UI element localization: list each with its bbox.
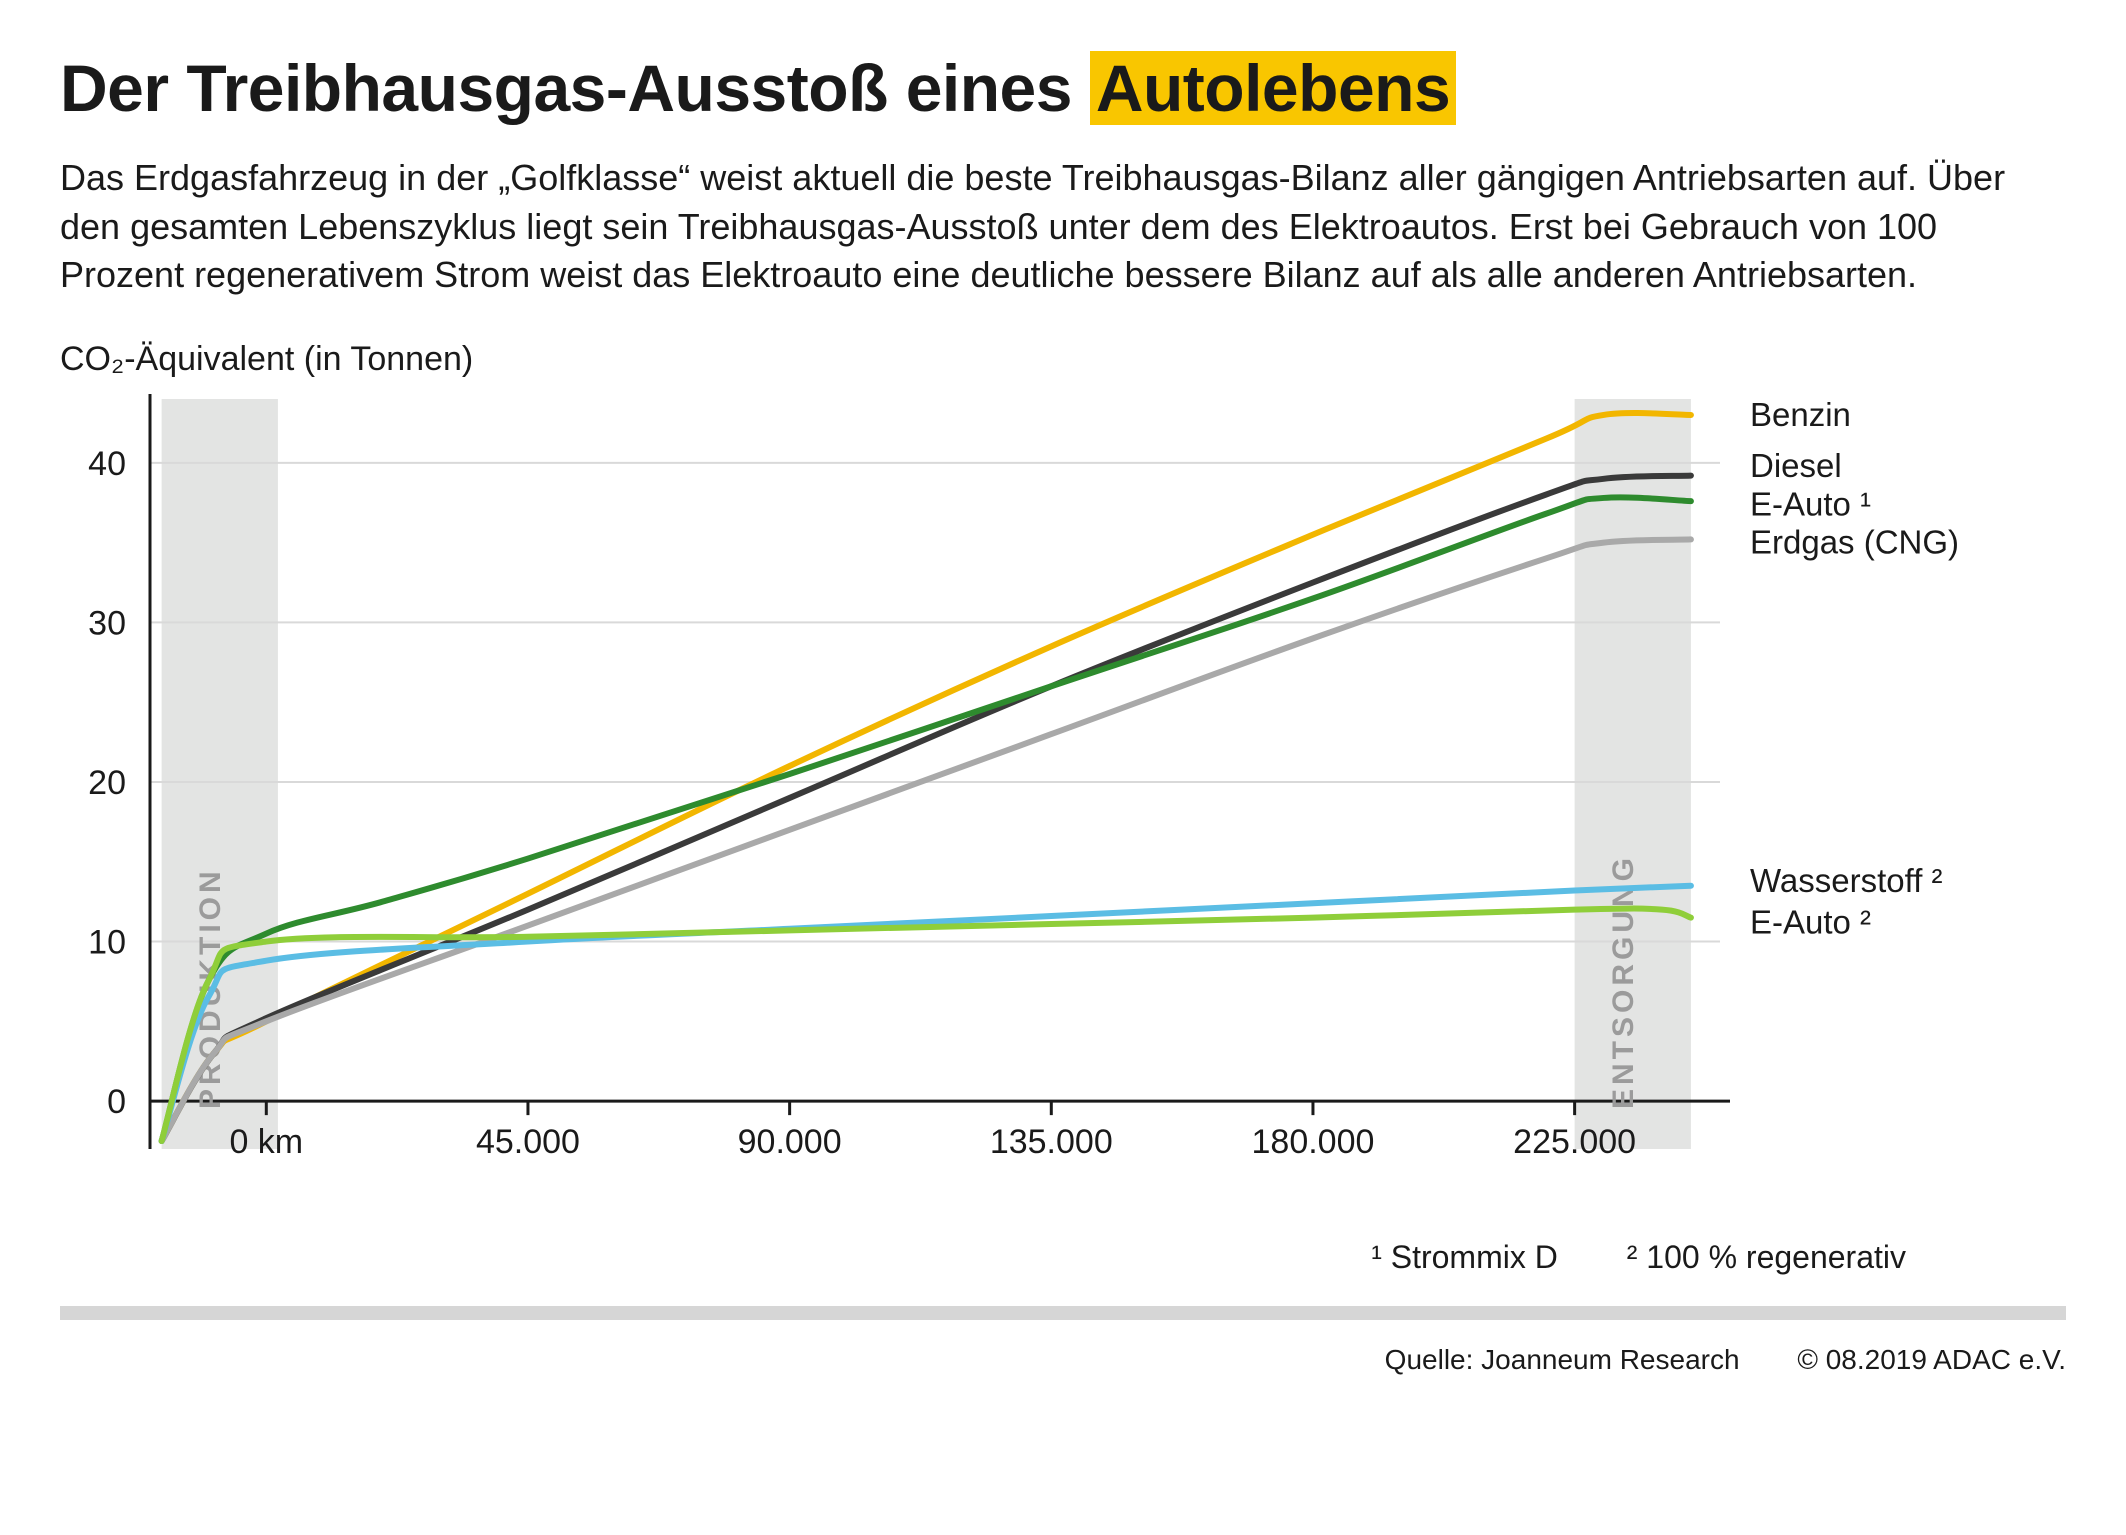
footnote-2: ² 100 % regenerativ <box>1627 1239 1906 1275</box>
series-label-wasserstoff: Wasserstoff ² <box>1750 862 1943 899</box>
credits: Quelle: Joanneum Research © 08.2019 ADAC… <box>60 1344 2066 1376</box>
band-label: ENTSORGUNG <box>1607 854 1640 1109</box>
series-line-e-auto-1 <box>162 497 1691 1141</box>
series-label-benzin: Benzin <box>1750 396 1851 433</box>
x-tick-label: 90.000 <box>738 1123 842 1161</box>
x-tick-label: 180.000 <box>1252 1123 1375 1161</box>
x-tick-label: 135.000 <box>990 1123 1113 1161</box>
line-chart: 0 10 20 30 40 0 km 45.000 90.000 135.000 180.000 2… <box>60 389 2060 1229</box>
series-line-diesel <box>162 475 1691 1140</box>
y-tick-label: 40 <box>88 445 126 483</box>
chart-container: 0 10 20 30 40 0 km 45.000 90.000 135.000 180.000 2… <box>60 389 2060 1229</box>
x-tick-label: 225.000 <box>1513 1123 1636 1161</box>
series-line-e-auto-2 <box>162 908 1691 1140</box>
copyright-label: © 08.2019 ADAC e.V. <box>1797 1344 2066 1375</box>
y-axis-unit: CO₂-Äquivalent (in Tonnen) <box>60 340 2066 379</box>
page-title: Der Treibhausgas-Ausstoß eines Autoleben… <box>60 50 2066 126</box>
title-prefix: Der Treibhausgas-Ausstoß eines <box>60 51 1090 125</box>
source-label: Quelle: Joanneum Research <box>1385 1344 1740 1375</box>
series-line-erdgas <box>162 539 1691 1141</box>
x-tick-label: 45.000 <box>476 1123 580 1161</box>
series-label-diesel: Diesel <box>1750 447 1842 484</box>
footnote-1: ¹ Strommix D <box>1371 1239 1558 1275</box>
footnotes: ¹ Strommix D ² 100 % regenerativ <box>60 1239 2066 1276</box>
series-line-wasserstoff <box>162 885 1691 1140</box>
y-tick-label: 0 <box>107 1083 126 1121</box>
title-highlight: Autolebens <box>1090 51 1456 125</box>
x-tick-label: 0 km <box>229 1123 303 1161</box>
y-tick-label: 10 <box>88 923 126 961</box>
series-label-e-auto-1: E-Auto ¹ <box>1750 485 1871 522</box>
divider-rule <box>60 1306 2066 1320</box>
y-tick-label: 30 <box>88 604 126 642</box>
y-tick-label: 20 <box>88 764 126 802</box>
description-paragraph: Das Erdgasfahrzeug in der „Golfklasse“ w… <box>60 154 2030 300</box>
series-label-erdgas: Erdgas (CNG) <box>1750 523 1959 560</box>
series-label-e-auto-2: E-Auto ² <box>1750 903 1871 940</box>
